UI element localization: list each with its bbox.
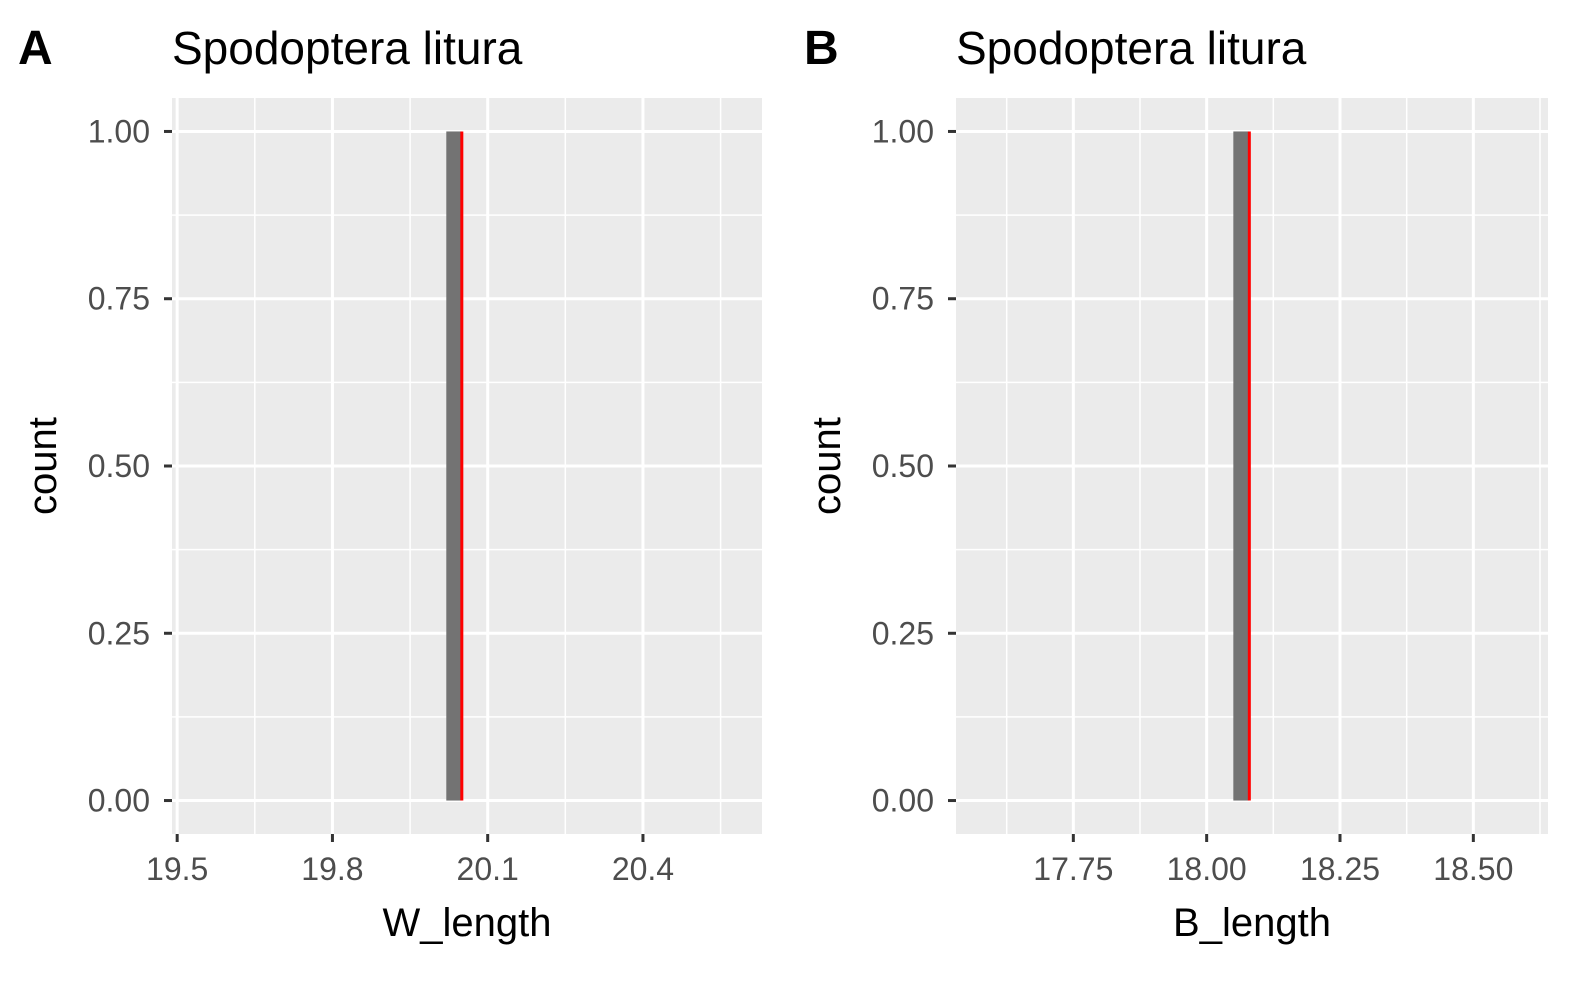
panel-a-title: Spodoptera litura <box>172 22 523 74</box>
panel-a-x-axis-label: W_length <box>383 901 552 945</box>
panel-a-y-tick-label: 1.00 <box>88 113 150 149</box>
panel-b-x-tick-label: 18.50 <box>1433 851 1513 887</box>
panel-a-x-tick-label: 20.1 <box>457 851 519 887</box>
panel-a-y-tick-label: 0.00 <box>88 783 150 819</box>
panel-a-y-tick-label: 0.50 <box>88 448 150 484</box>
panel-a-y-axis-label: count <box>21 417 65 515</box>
panel-b-x-axis-label: B_length <box>1173 901 1331 945</box>
panel-a-tag: A <box>18 22 53 75</box>
panel-a-x-tick-label: 19.5 <box>146 851 208 887</box>
panel-b-tag: B <box>804 22 839 75</box>
panel-b-y-tick-label: 0.25 <box>872 615 934 651</box>
panel-a-x-tick-label: 20.4 <box>612 851 674 887</box>
panel-b-y-tick-label: 0.50 <box>872 448 934 484</box>
panel-b-y-tick-label: 1.00 <box>872 113 934 149</box>
panel-b-x-tick-label: 18.25 <box>1300 851 1380 887</box>
panel-a-y-tick-label: 0.75 <box>88 281 150 317</box>
panel-a-x-tick-label: 19.8 <box>301 851 363 887</box>
panel-b-y-axis-label: count <box>805 417 849 515</box>
panel-b-bar-0 <box>1233 131 1250 801</box>
panel-b-x-tick-label: 18.00 <box>1167 851 1247 887</box>
panel-b-x-tick-label: 17.75 <box>1033 851 1113 887</box>
panel-a-bar-0 <box>446 131 462 801</box>
panel-b-title: Spodoptera litura <box>956 22 1307 74</box>
panel-b-y-tick-label: 0.00 <box>872 783 934 819</box>
panel-b-y-tick-label: 0.75 <box>872 281 934 317</box>
panel-a-y-tick-label: 0.25 <box>88 615 150 651</box>
